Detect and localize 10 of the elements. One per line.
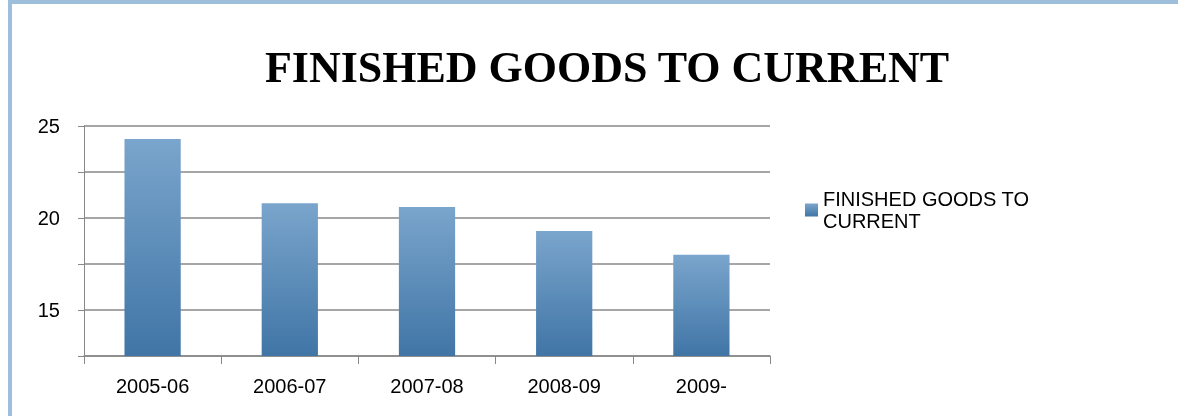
- y-tick-label: 15: [37, 299, 60, 321]
- chart-title: FINISHED GOODS TO CURRENT: [264, 42, 950, 92]
- legend-label: FINISHED GOODS TO CURRENT: [823, 188, 1035, 232]
- x-tick-label: 2005-06: [115, 375, 190, 397]
- y-tick-label: 25: [37, 115, 60, 137]
- y-tick-label: 20: [37, 207, 60, 229]
- x-tick-label: 2006-07: [253, 375, 327, 397]
- x-tick-label: 2007-08: [390, 375, 464, 397]
- x-tick-label: 2009-: [675, 375, 727, 397]
- x-tick-label: 2008-09: [527, 375, 601, 397]
